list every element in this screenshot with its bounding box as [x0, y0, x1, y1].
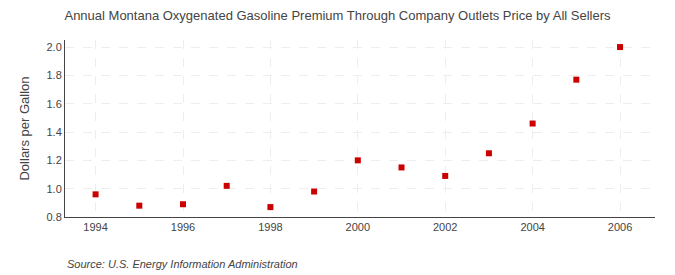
- svg-text:2002: 2002: [433, 221, 457, 233]
- svg-text:Dollars per Gallon: Dollars per Gallon: [17, 76, 32, 180]
- svg-text:1996: 1996: [171, 221, 195, 233]
- svg-text:1.6: 1.6: [47, 98, 62, 110]
- svg-text:2000: 2000: [346, 221, 370, 233]
- svg-text:Source: U.S. Energy Informatio: Source: U.S. Energy Information Administ…: [67, 258, 298, 270]
- svg-text:1.0: 1.0: [47, 183, 62, 195]
- svg-text:2006: 2006: [608, 221, 632, 233]
- svg-text:2.0: 2.0: [47, 41, 62, 53]
- svg-text:Annual Montana Oxygenated Gaso: Annual Montana Oxygenated Gasoline Premi…: [64, 8, 611, 23]
- svg-text:0.8: 0.8: [47, 211, 62, 223]
- svg-text:2004: 2004: [520, 221, 544, 233]
- svg-text:1.2: 1.2: [47, 154, 62, 166]
- svg-text:1.4: 1.4: [47, 126, 62, 138]
- svg-text:1.8: 1.8: [47, 69, 62, 81]
- svg-text:1994: 1994: [83, 221, 107, 233]
- svg-text:1998: 1998: [258, 221, 282, 233]
